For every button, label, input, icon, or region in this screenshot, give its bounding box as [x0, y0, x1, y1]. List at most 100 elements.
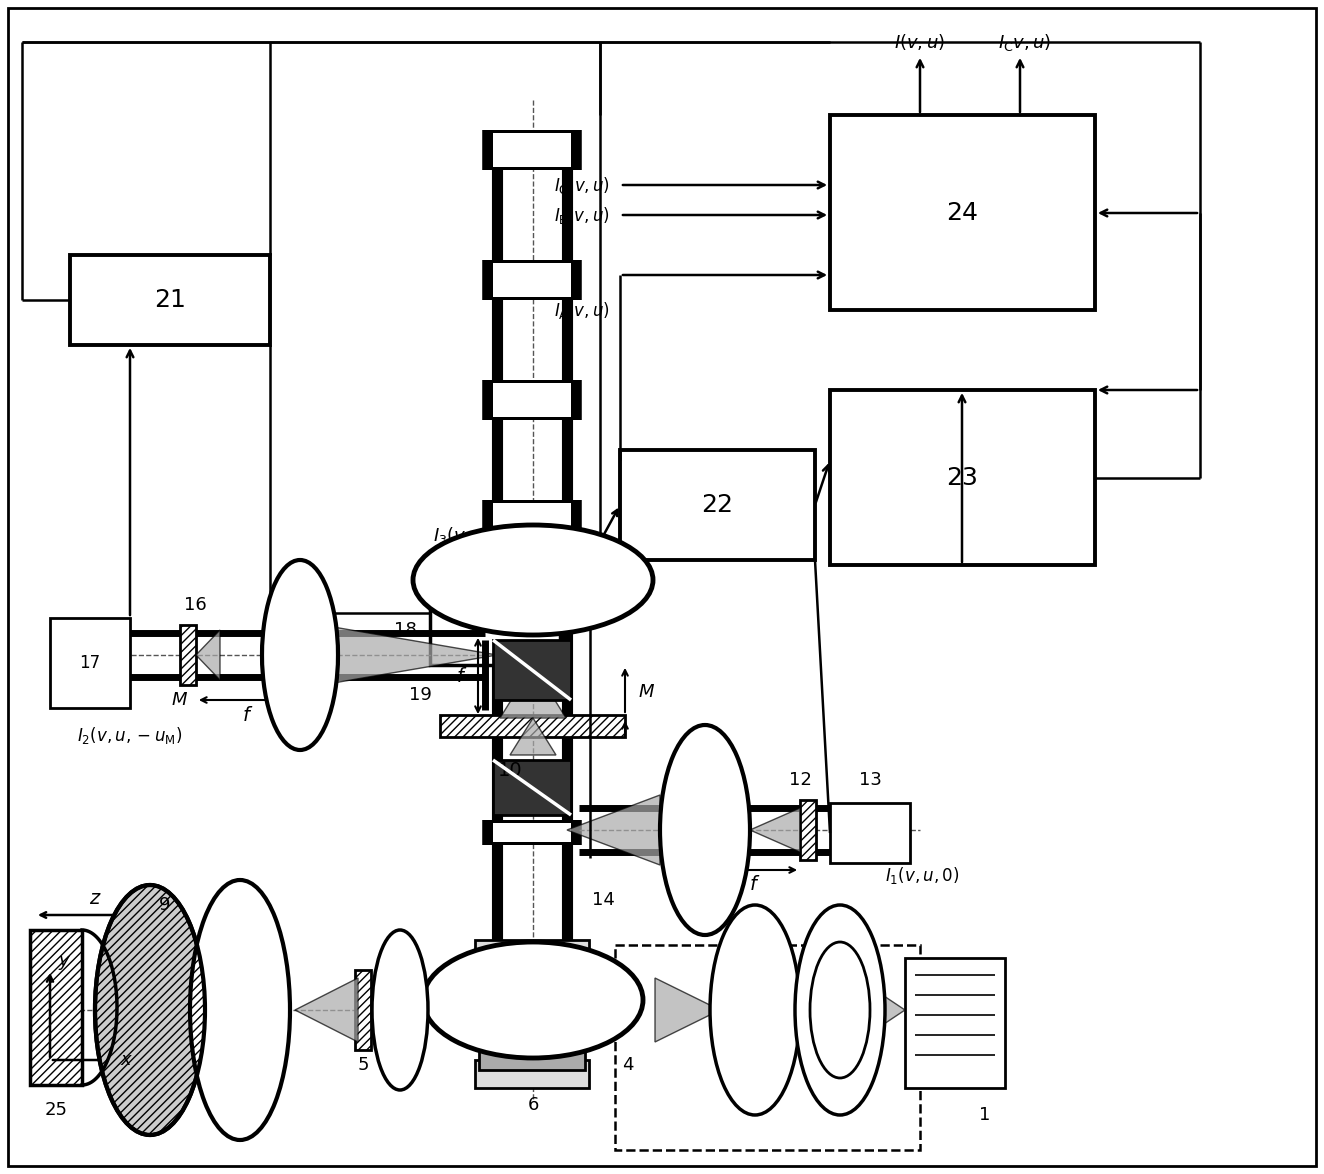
Bar [620, 970, 636, 1050]
Text: $f$: $f$ [457, 667, 467, 686]
Text: $z$: $z$ [89, 889, 102, 908]
Bar [30, 930, 82, 1085]
Polygon shape [196, 630, 220, 680]
Polygon shape [475, 1010, 591, 1038]
Bar [830, 390, 1095, 565]
Polygon shape [120, 954, 245, 1065]
Bar [616, 945, 920, 1151]
Bar [355, 970, 371, 1050]
Bar [485, 940, 579, 970]
Text: 1: 1 [978, 1106, 990, 1124]
Bar [830, 803, 910, 863]
Bar [485, 130, 579, 170]
Text: 17: 17 [79, 654, 101, 672]
Polygon shape [470, 958, 596, 1000]
Text: 2: 2 [834, 1055, 846, 1074]
Polygon shape [310, 623, 496, 687]
Bar [485, 259, 579, 301]
Bar [430, 560, 560, 664]
Ellipse shape [810, 942, 870, 1078]
Bar [110, 637, 485, 673]
Bar [180, 625, 196, 684]
Ellipse shape [191, 880, 290, 1140]
Bar [475, 940, 589, 969]
Polygon shape [760, 970, 820, 1050]
Bar [479, 970, 585, 990]
Bar [493, 502, 571, 537]
Text: $I(v,u)$: $I(v,u)$ [895, 32, 945, 52]
Text: 22: 22 [700, 493, 733, 517]
Bar [620, 450, 816, 560]
Text: 4: 4 [622, 1055, 634, 1074]
Text: 9: 9 [159, 896, 171, 915]
Text: 23: 23 [947, 466, 978, 490]
Text: 5: 5 [357, 1055, 369, 1074]
Text: 18: 18 [393, 621, 416, 639]
Text: $I_2(v,u,-u_\mathrm{M})$: $I_2(v,u,-u_\mathrm{M})$ [77, 724, 183, 745]
Bar [485, 600, 579, 625]
Text: $f$: $f$ [242, 706, 254, 724]
Bar [906, 958, 1005, 1088]
Text: 19: 19 [409, 686, 432, 704]
Bar [500, 130, 563, 1080]
Bar [800, 799, 816, 861]
Bar [493, 133, 571, 167]
Bar [493, 760, 571, 815]
Text: 20: 20 [482, 603, 508, 623]
Bar [475, 1060, 589, 1088]
Bar [493, 383, 571, 417]
Text: 10: 10 [498, 761, 522, 780]
Text: 15: 15 [289, 596, 311, 614]
Polygon shape [655, 978, 720, 1043]
Bar [493, 823, 571, 842]
Polygon shape [510, 718, 556, 755]
Bar [50, 618, 130, 708]
Text: 13: 13 [858, 771, 882, 789]
Ellipse shape [794, 905, 884, 1115]
Polygon shape [295, 978, 357, 1043]
Text: 24: 24 [947, 201, 978, 225]
Ellipse shape [422, 942, 643, 1058]
Text: 7: 7 [395, 1061, 405, 1079]
Text: $x$: $x$ [120, 1051, 134, 1070]
Polygon shape [749, 808, 800, 852]
Text: $I_\mathrm{C}v,u)$: $I_\mathrm{C}v,u)$ [998, 32, 1051, 53]
Text: 16: 16 [184, 596, 207, 614]
Text: $M$: $M$ [638, 683, 655, 701]
Bar [440, 715, 625, 737]
Bar [485, 500, 579, 540]
Text: 12: 12 [789, 771, 812, 789]
Text: 8: 8 [234, 1081, 246, 1099]
Text: $I_\mathrm{A}(v,u)$: $I_\mathrm{A}(v,u)$ [555, 299, 610, 321]
Text: $I_\mathrm{C}(v,u)$: $I_\mathrm{C}(v,u)$ [553, 175, 610, 196]
Text: $f$: $f$ [749, 876, 761, 895]
Polygon shape [510, 640, 556, 690]
Ellipse shape [659, 726, 749, 935]
Bar [493, 640, 571, 700]
Ellipse shape [413, 525, 653, 635]
Bar [493, 943, 571, 967]
Bar [485, 819, 579, 845]
Ellipse shape [372, 930, 428, 1089]
Text: 11: 11 [694, 771, 716, 789]
Text: 3: 3 [749, 1055, 761, 1074]
Bar [830, 115, 1095, 310]
Ellipse shape [262, 560, 338, 750]
Bar [493, 263, 571, 297]
Text: 6: 6 [527, 1097, 539, 1114]
Bar [579, 812, 900, 848]
Ellipse shape [710, 905, 800, 1115]
Text: $M$: $M$ [171, 691, 188, 709]
Bar [70, 255, 270, 345]
Bar [493, 603, 571, 622]
Text: 25: 25 [45, 1101, 68, 1119]
Text: $y$: $y$ [58, 954, 71, 972]
Polygon shape [567, 795, 659, 865]
Text: $I_3(v,u,+u_\mathrm{M})$: $I_3(v,u,+u_\mathrm{M})$ [433, 525, 547, 546]
Text: 14: 14 [592, 891, 614, 909]
Bar [479, 1050, 585, 1070]
Text: $I_1(v,u,0)$: $I_1(v,u,0)$ [884, 864, 960, 885]
Polygon shape [845, 970, 906, 1050]
Ellipse shape [95, 885, 205, 1135]
Polygon shape [500, 664, 565, 718]
